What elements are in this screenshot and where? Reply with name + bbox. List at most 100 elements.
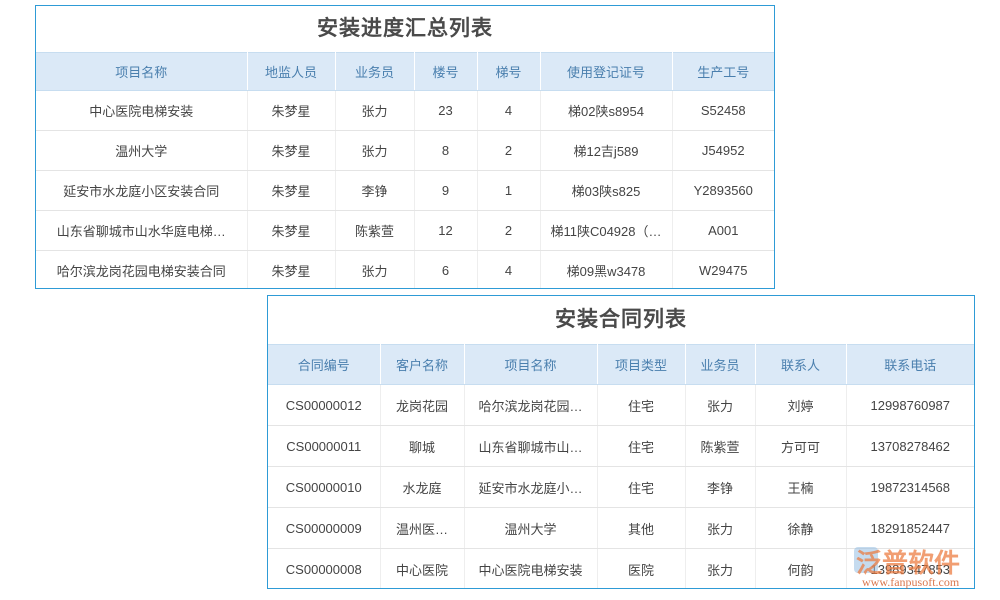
progress-cell-salesman[interactable]: 张力 bbox=[335, 130, 415, 171]
contract-cell-customer[interactable]: 温州医… bbox=[380, 507, 465, 549]
contract-table-head: 合同编号 客户名称 项目名称 项目类型 业务员 联系人 联系电话 bbox=[268, 344, 974, 385]
contract-cell-salesman[interactable]: 陈紫萱 bbox=[685, 425, 756, 467]
progress-cell-elevator: 4 bbox=[477, 250, 541, 288]
contract-cell-salesman[interactable]: 张力 bbox=[685, 548, 756, 588]
table-row[interactable]: 温州大学 朱梦星 张力 8 2 梯12吉j589 J54952 bbox=[36, 130, 774, 171]
progress-cell-supervisor[interactable]: 朱梦星 bbox=[247, 210, 336, 251]
progress-cell-project: 哈尔滨龙岗花园电梯安装合同 bbox=[36, 250, 248, 288]
contract-col-phone[interactable]: 联系电话 bbox=[846, 344, 974, 385]
progress-col-project[interactable]: 项目名称 bbox=[36, 52, 248, 91]
progress-header-row: 项目名称 地监人员 业务员 楼号 梯号 使用登记证号 生产工号 bbox=[36, 52, 774, 91]
contract-cell-salesman[interactable]: 张力 bbox=[685, 507, 756, 549]
progress-cell-work-no: Y2893560 bbox=[672, 170, 774, 211]
contract-cell-project[interactable]: 哈尔滨龙岗花园… bbox=[464, 384, 598, 426]
progress-cell-reg-no: 梯11陕C04928（… bbox=[540, 210, 673, 251]
table-row[interactable]: CS00000008 中心医院 中心医院电梯安装 医院 张力 何韵 139893… bbox=[268, 548, 974, 588]
contract-cell-type: 住宅 bbox=[597, 466, 686, 508]
progress-cell-building: 23 bbox=[414, 90, 478, 131]
installation-contract-panel: 安装合同列表 合同编号 客户名称 项目名称 项目类型 业务员 联系人 bbox=[267, 295, 975, 589]
progress-cell-elevator: 1 bbox=[477, 170, 541, 211]
contract-cell-customer[interactable]: 龙岗花园 bbox=[380, 384, 465, 426]
table-row[interactable]: CS00000009 温州医… 温州大学 其他 张力 徐静 1829185244… bbox=[268, 507, 974, 549]
contract-header-row: 合同编号 客户名称 项目名称 项目类型 业务员 联系人 联系电话 bbox=[268, 344, 974, 385]
contract-cell-contract-no[interactable]: CS00000012 bbox=[268, 384, 381, 426]
contract-col-customer[interactable]: 客户名称 bbox=[380, 344, 465, 385]
contract-cell-customer[interactable]: 聊城 bbox=[380, 425, 465, 467]
contract-cell-phone: 19872314568 bbox=[846, 466, 974, 508]
table-row[interactable]: 延安市水龙庭小区安装合同 朱梦星 李铮 9 1 梯03陕s825 Y289356… bbox=[36, 170, 774, 211]
contract-col-contact[interactable]: 联系人 bbox=[755, 344, 847, 385]
contract-cell-type: 住宅 bbox=[597, 425, 686, 467]
progress-cell-supervisor[interactable]: 朱梦星 bbox=[247, 130, 336, 171]
contract-table: 合同编号 客户名称 项目名称 项目类型 业务员 联系人 联系电话 CS00000… bbox=[268, 344, 974, 588]
contract-cell-phone: 18291852447 bbox=[846, 507, 974, 549]
table-row[interactable]: CS00000011 聊城 山东省聊城市山… 住宅 陈紫萱 方可可 137082… bbox=[268, 425, 974, 467]
progress-cell-work-no: W29475 bbox=[672, 250, 774, 288]
contract-col-type[interactable]: 项目类型 bbox=[597, 344, 686, 385]
contract-panel-title: 安装合同列表 bbox=[268, 296, 974, 344]
progress-cell-work-no: A001 bbox=[672, 210, 774, 251]
contract-cell-type: 其他 bbox=[597, 507, 686, 549]
installation-progress-panel: 安装进度汇总列表 项目名称 地监人员 业务员 楼号 梯号 使用登记证号 bbox=[35, 5, 775, 289]
contract-cell-contract-no[interactable]: CS00000010 bbox=[268, 466, 381, 508]
contract-col-salesman[interactable]: 业务员 bbox=[685, 344, 756, 385]
contract-table-body: CS00000012 龙岗花园 哈尔滨龙岗花园… 住宅 张力 刘婷 129987… bbox=[268, 384, 974, 588]
contract-cell-customer[interactable]: 水龙庭 bbox=[380, 466, 465, 508]
progress-cell-work-no: J54952 bbox=[672, 130, 774, 171]
contract-cell-contact: 刘婷 bbox=[755, 384, 847, 426]
progress-cell-building: 12 bbox=[414, 210, 478, 251]
table-row[interactable]: 哈尔滨龙岗花园电梯安装合同 朱梦星 张力 6 4 梯09黑w3478 W2947… bbox=[36, 250, 774, 288]
contract-col-project[interactable]: 项目名称 bbox=[464, 344, 598, 385]
progress-cell-supervisor[interactable]: 朱梦星 bbox=[247, 90, 336, 131]
progress-col-building[interactable]: 楼号 bbox=[414, 52, 478, 91]
progress-cell-elevator: 4 bbox=[477, 90, 541, 131]
progress-cell-salesman[interactable]: 张力 bbox=[335, 90, 415, 131]
progress-cell-salesman[interactable]: 陈紫萱 bbox=[335, 210, 415, 251]
table-row[interactable]: 山东省聊城市山水华庭电梯… 朱梦星 陈紫萱 12 2 梯11陕C04928（… … bbox=[36, 210, 774, 251]
progress-cell-building: 6 bbox=[414, 250, 478, 288]
progress-col-work-no[interactable]: 生产工号 bbox=[672, 52, 774, 91]
progress-cell-project: 延安市水龙庭小区安装合同 bbox=[36, 170, 248, 211]
progress-cell-project: 温州大学 bbox=[36, 130, 248, 171]
contract-cell-contact: 徐静 bbox=[755, 507, 847, 549]
progress-col-supervisor[interactable]: 地监人员 bbox=[247, 52, 336, 91]
progress-cell-elevator: 2 bbox=[477, 130, 541, 171]
progress-cell-reg-no: 梯09黑w3478 bbox=[540, 250, 673, 288]
table-row[interactable]: 中心医院电梯安装 朱梦星 张力 23 4 梯02陕s8954 S52458 bbox=[36, 90, 774, 131]
progress-cell-supervisor[interactable]: 朱梦星 bbox=[247, 250, 336, 288]
progress-cell-salesman[interactable]: 张力 bbox=[335, 250, 415, 288]
contract-cell-customer[interactable]: 中心医院 bbox=[380, 548, 465, 588]
progress-col-reg-no[interactable]: 使用登记证号 bbox=[540, 52, 673, 91]
progress-table-body: 中心医院电梯安装 朱梦星 张力 23 4 梯02陕s8954 S52458 温州… bbox=[36, 90, 774, 288]
table-row[interactable]: CS00000012 龙岗花园 哈尔滨龙岗花园… 住宅 张力 刘婷 129987… bbox=[268, 384, 974, 426]
contract-cell-salesman[interactable]: 李铮 bbox=[685, 466, 756, 508]
contract-cell-type: 医院 bbox=[597, 548, 686, 588]
table-row[interactable]: CS00000010 水龙庭 延安市水龙庭小… 住宅 李铮 王楠 1987231… bbox=[268, 466, 974, 508]
contract-cell-project[interactable]: 中心医院电梯安装 bbox=[464, 548, 598, 588]
contract-cell-project[interactable]: 温州大学 bbox=[464, 507, 598, 549]
progress-cell-reg-no: 梯03陕s825 bbox=[540, 170, 673, 211]
progress-cell-supervisor[interactable]: 朱梦星 bbox=[247, 170, 336, 211]
contract-cell-project[interactable]: 山东省聊城市山… bbox=[464, 425, 598, 467]
contract-cell-contact: 王楠 bbox=[755, 466, 847, 508]
contract-col-contract-no[interactable]: 合同编号 bbox=[268, 344, 381, 385]
progress-col-salesman[interactable]: 业务员 bbox=[335, 52, 415, 91]
progress-col-elevator[interactable]: 梯号 bbox=[477, 52, 541, 91]
contract-cell-salesman[interactable]: 张力 bbox=[685, 384, 756, 426]
progress-cell-salesman[interactable]: 李铮 bbox=[335, 170, 415, 211]
progress-panel-title: 安装进度汇总列表 bbox=[36, 6, 774, 52]
progress-table-head: 项目名称 地监人员 业务员 楼号 梯号 使用登记证号 生产工号 bbox=[36, 52, 774, 91]
contract-cell-project[interactable]: 延安市水龙庭小… bbox=[464, 466, 598, 508]
contract-cell-contract-no[interactable]: CS00000011 bbox=[268, 425, 381, 467]
progress-cell-reg-no: 梯12吉j589 bbox=[540, 130, 673, 171]
progress-cell-reg-no: 梯02陕s8954 bbox=[540, 90, 673, 131]
contract-cell-phone: 13708278462 bbox=[846, 425, 974, 467]
progress-cell-work-no: S52458 bbox=[672, 90, 774, 131]
progress-cell-building: 9 bbox=[414, 170, 478, 211]
contract-cell-contract-no[interactable]: CS00000008 bbox=[268, 548, 381, 588]
contract-cell-type: 住宅 bbox=[597, 384, 686, 426]
contract-cell-phone: 13989347853 bbox=[846, 548, 974, 588]
contract-cell-contract-no[interactable]: CS00000009 bbox=[268, 507, 381, 549]
contract-cell-phone: 12998760987 bbox=[846, 384, 974, 426]
